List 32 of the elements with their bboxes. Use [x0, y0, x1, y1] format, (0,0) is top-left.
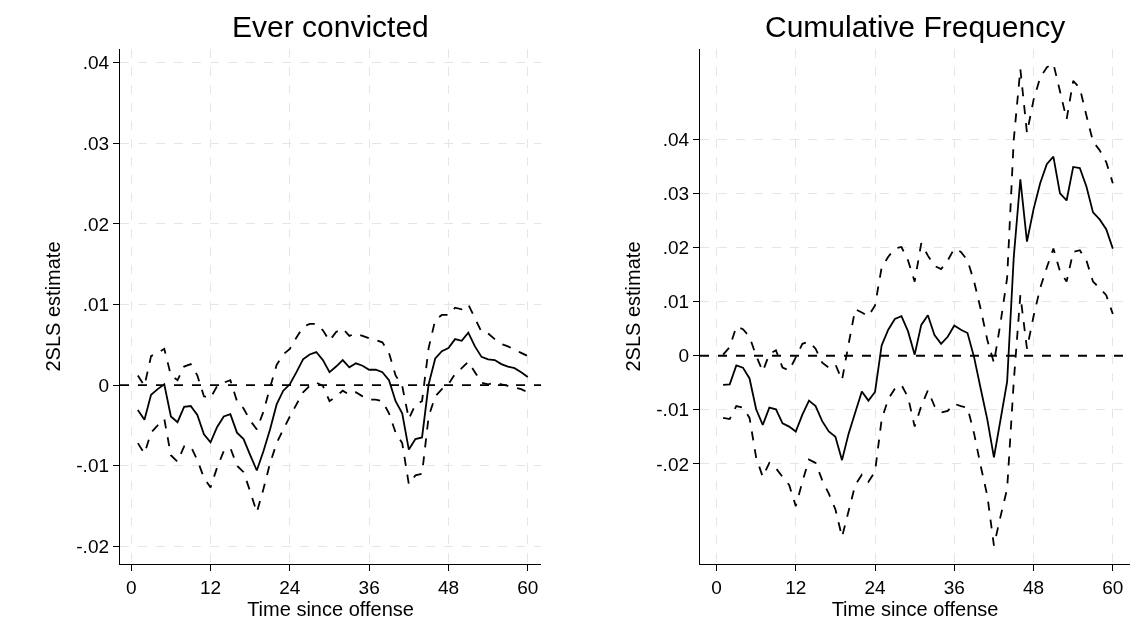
- x-tick-label: 48: [1022, 576, 1045, 598]
- y-tick-label: .02: [82, 213, 110, 235]
- x-tick-label: 12: [785, 576, 807, 598]
- y-tick-label: -.02: [656, 453, 690, 475]
- x-tick-label: 24: [864, 576, 887, 598]
- x-tick-label: 36: [358, 576, 380, 598]
- x-tick-label: 24: [279, 576, 301, 598]
- y-tick-label: -.02: [76, 535, 110, 557]
- y-tick-label: 0: [678, 345, 690, 367]
- y-tick-label: .01: [662, 291, 690, 313]
- x-axis-title: Time since offense: [247, 597, 414, 620]
- x-tick-label: 60: [1102, 576, 1124, 598]
- y-tick-label: .04: [662, 128, 690, 150]
- x-tick-label: 0: [125, 576, 137, 598]
- y-axis-title: 2SLS estimate: [41, 241, 64, 372]
- y-tick-label: .01: [82, 294, 110, 316]
- x-tick-label: 48: [437, 576, 460, 598]
- y-tick-label: -.01: [76, 455, 110, 477]
- y-tick-label: .04: [82, 52, 110, 74]
- y-tick-label: -.01: [656, 399, 690, 421]
- y-tick-label: .02: [662, 237, 690, 259]
- y-axis-title: 2SLS estimate: [621, 241, 644, 372]
- chart-title: Cumulative Frequency: [765, 10, 1066, 43]
- chart-title: Ever convicted: [232, 10, 429, 43]
- x-tick-label: 12: [199, 576, 222, 598]
- x-tick-label: 0: [711, 576, 722, 598]
- x-tick-label: 36: [943, 576, 965, 598]
- y-tick-label: 0: [98, 374, 110, 396]
- y-tick-label: .03: [662, 183, 690, 205]
- y-tick-label: .03: [82, 132, 110, 154]
- x-tick-label: 60: [517, 576, 539, 598]
- x-axis-title: Time since offense: [831, 597, 999, 620]
